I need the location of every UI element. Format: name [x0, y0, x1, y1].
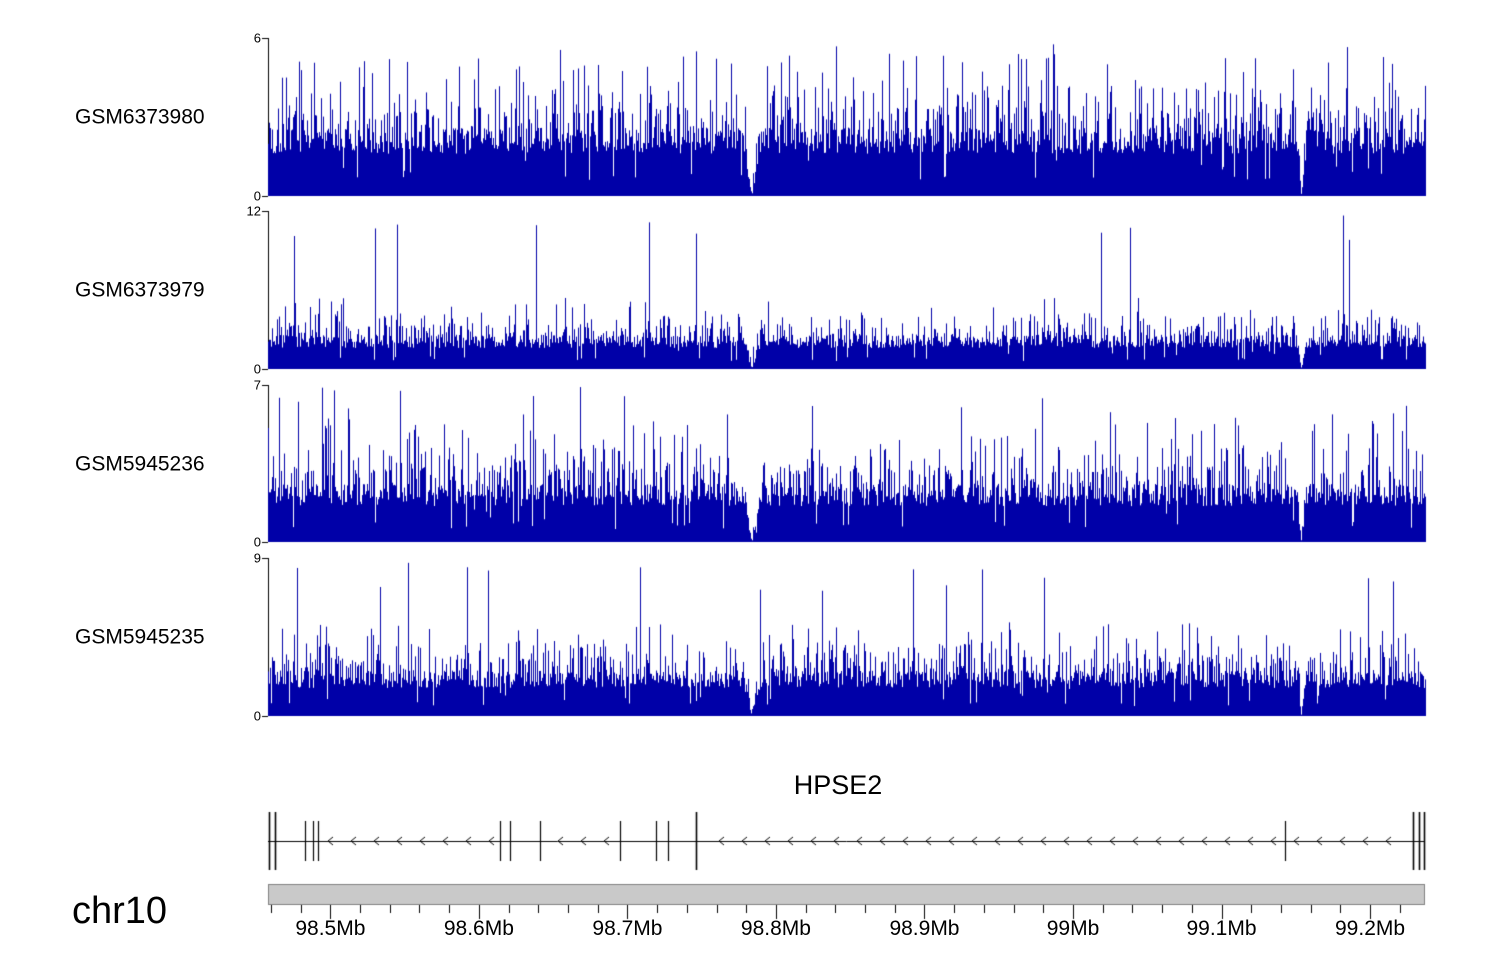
axis-tick-label: 98.8Mb — [740, 917, 811, 940]
axis-tick-label: 99Mb — [1046, 917, 1100, 940]
axis-tick-label: 98.6Mb — [443, 917, 514, 940]
gene-name-label: HPSE2 — [793, 770, 883, 800]
yaxis-max-label: 9 — [253, 550, 261, 566]
track-label: GSM6373979 — [75, 278, 205, 302]
yaxis-zero-label: 0 — [253, 361, 261, 377]
axis-tick-label: 99.2Mb — [1335, 917, 1406, 940]
axis-tick-label: 98.7Mb — [592, 917, 663, 940]
track-label: GSM5945236 — [75, 452, 205, 475]
yaxis-max-label: 7 — [253, 377, 261, 393]
axis-tick-label: 98.5Mb — [295, 917, 366, 940]
track-label: GSM5945235 — [75, 625, 205, 649]
axis-tick-label: 98.9Mb — [889, 917, 960, 940]
yaxis-max-label: 6 — [253, 30, 261, 46]
track-label: GSM6373980 — [75, 105, 205, 129]
yaxis-zero-label: 0 — [253, 708, 261, 724]
yaxis-max-label: 12 — [246, 203, 261, 219]
axis-tick-label: 99.1Mb — [1186, 917, 1257, 940]
chromosome-label: chr10 — [72, 890, 168, 932]
yaxis-zero-label: 0 — [253, 534, 261, 550]
yaxis-zero-label: 0 — [253, 188, 261, 204]
